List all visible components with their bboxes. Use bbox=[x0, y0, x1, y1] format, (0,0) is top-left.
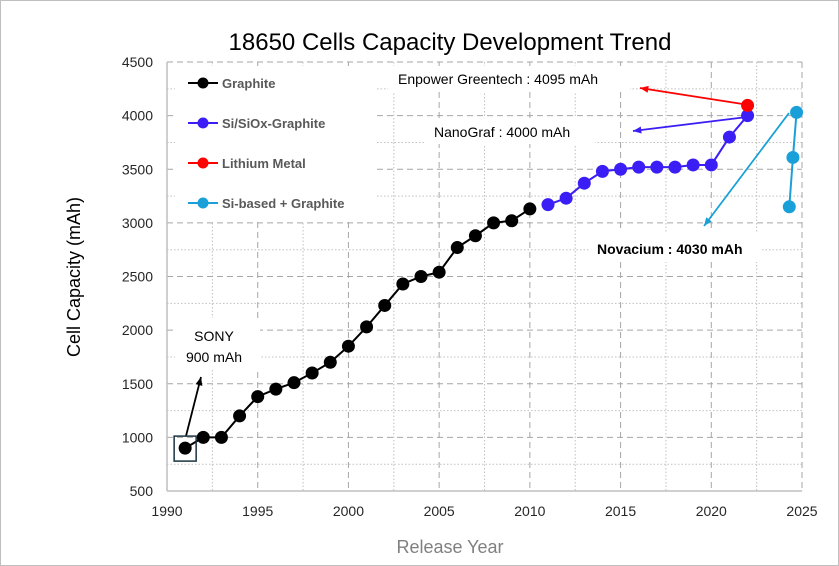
legend-marker bbox=[197, 157, 209, 169]
annotation-background bbox=[388, 66, 630, 92]
x-tick-label: 1995 bbox=[242, 503, 273, 519]
data-point bbox=[741, 98, 755, 112]
data-point bbox=[305, 366, 319, 380]
x-tick-label: 2025 bbox=[786, 503, 817, 519]
novacium-annotation: Novacium : 4030 mAh bbox=[597, 241, 743, 257]
legend-marker bbox=[197, 197, 209, 209]
data-point bbox=[632, 160, 646, 174]
data-point bbox=[577, 176, 591, 190]
axes: 500 1000 1500 2000 2500 3000 3500 4000 4500 1990 1… bbox=[122, 54, 818, 519]
data-point bbox=[541, 198, 555, 212]
data-point bbox=[595, 164, 609, 178]
x-tick-label: 2010 bbox=[514, 503, 545, 519]
data-point bbox=[341, 339, 355, 353]
data-point bbox=[414, 270, 428, 283]
data-point bbox=[196, 430, 210, 444]
legend-marker bbox=[197, 77, 209, 89]
nanograf-annotation: NanoGraf : 4000 mAh bbox=[434, 124, 570, 140]
data-point bbox=[722, 130, 736, 144]
legend-label: Graphite bbox=[222, 76, 275, 91]
annotation-arrowhead bbox=[704, 217, 712, 226]
data-point bbox=[650, 160, 664, 174]
sony-annotation-line2: 900 mAh bbox=[186, 349, 242, 365]
data-point bbox=[614, 162, 628, 176]
data-point bbox=[396, 277, 410, 291]
y-tick-label: 2000 bbox=[122, 322, 153, 338]
annotation-arrowhead bbox=[640, 85, 649, 93]
x-tick-label: 2020 bbox=[696, 503, 727, 519]
y-tick-label: 3500 bbox=[122, 161, 153, 177]
x-tick-label: 2005 bbox=[424, 503, 455, 519]
data-point bbox=[323, 355, 337, 369]
x-tick-label: 2000 bbox=[333, 503, 364, 519]
data-point bbox=[432, 265, 446, 279]
annotation-arrow-line bbox=[703, 112, 790, 227]
y-tick-label: 3000 bbox=[122, 215, 153, 231]
data-point bbox=[287, 376, 301, 390]
data-point bbox=[704, 158, 718, 172]
data-point bbox=[786, 150, 800, 164]
y-tick-label: 4000 bbox=[122, 108, 153, 124]
data-point bbox=[487, 216, 501, 230]
data-point bbox=[686, 158, 700, 172]
data-point bbox=[378, 298, 392, 312]
enpower-annotation: Enpower Greentech : 4095 mAh bbox=[398, 71, 598, 87]
legend-marker bbox=[197, 117, 209, 129]
data-point bbox=[178, 441, 192, 455]
data-point bbox=[233, 409, 247, 423]
data-point bbox=[360, 320, 374, 334]
data-point bbox=[269, 382, 283, 396]
y-tick-label: 1000 bbox=[122, 429, 153, 445]
data-point bbox=[468, 229, 482, 243]
y-axis-label: Cell Capacity (mAh) bbox=[64, 197, 84, 357]
y-tick-label: 4500 bbox=[122, 54, 153, 70]
y-tick-label: 2500 bbox=[122, 269, 153, 285]
chart-title: 18650 Cells Capacity Development Trend bbox=[229, 29, 672, 56]
data-point bbox=[505, 214, 519, 228]
data-point bbox=[790, 105, 804, 119]
legend-label: Si/SiOx-Graphite bbox=[222, 116, 325, 131]
legend-label: Si-based + Graphite bbox=[222, 196, 344, 211]
series-layer bbox=[173, 98, 804, 462]
annotation-arrows bbox=[185, 85, 790, 437]
annotations: SONY 900 mAh Enpower Greentech : 4095 mAh N… bbox=[175, 66, 762, 370]
annotation-arrow-line bbox=[639, 87, 750, 106]
sony-annotation-line1: SONY bbox=[194, 328, 234, 344]
annotation-arrow-line bbox=[185, 376, 202, 437]
x-tick-label: 1990 bbox=[151, 503, 182, 519]
annotation-background bbox=[425, 118, 595, 144]
annotation-arrow-line bbox=[632, 116, 748, 132]
data-point bbox=[782, 200, 796, 214]
x-axis-label: Release Year bbox=[396, 537, 503, 557]
legend-label: Lithium Metal bbox=[222, 156, 306, 171]
annotation-background bbox=[175, 318, 260, 370]
legend: Graphite Si/SiOx-Graphite Lithium Metal Si-… bbox=[175, 66, 375, 221]
data-point bbox=[214, 430, 228, 444]
data-point bbox=[559, 191, 573, 205]
legend-background bbox=[175, 66, 375, 221]
y-tick-label: 500 bbox=[130, 483, 154, 499]
data-point bbox=[523, 202, 537, 216]
annotation-arrowhead bbox=[195, 377, 203, 386]
y-tick-label: 1500 bbox=[122, 376, 153, 392]
annotation-arrowhead bbox=[633, 126, 642, 134]
sony-highlight-box bbox=[173, 435, 197, 462]
data-point bbox=[668, 160, 682, 174]
data-point bbox=[450, 241, 464, 255]
data-point bbox=[251, 390, 265, 404]
annotation-background bbox=[590, 232, 762, 262]
x-tick-label: 2015 bbox=[605, 503, 636, 519]
data-point bbox=[741, 109, 755, 123]
